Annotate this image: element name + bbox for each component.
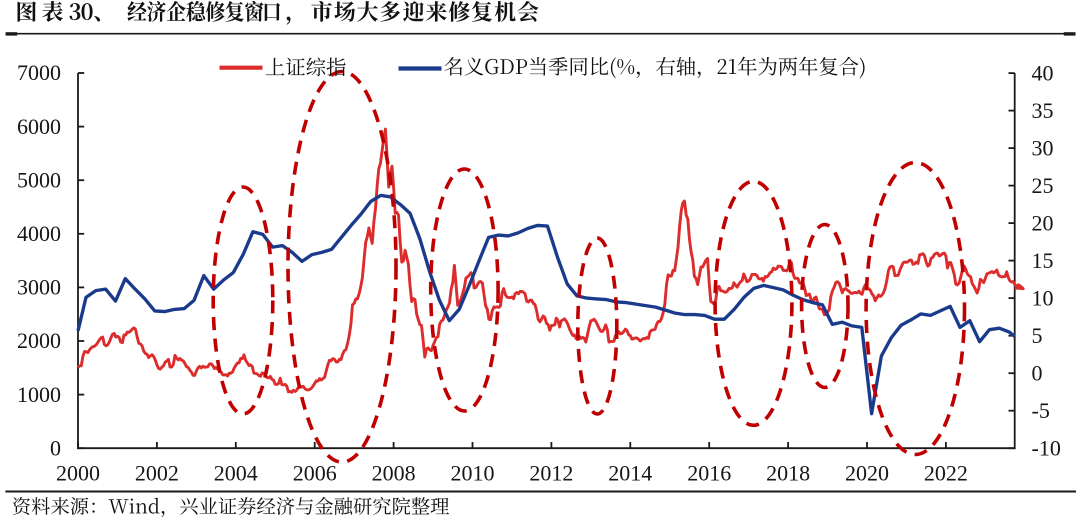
svg-text:30: 30 [1032, 135, 1054, 160]
svg-text:3000: 3000 [17, 275, 61, 300]
svg-text:2018: 2018 [766, 461, 810, 486]
svg-text:2016: 2016 [687, 461, 731, 486]
svg-text:2010: 2010 [451, 461, 495, 486]
svg-text:2022: 2022 [924, 461, 968, 486]
svg-text:10: 10 [1032, 285, 1054, 310]
svg-text:4000: 4000 [17, 221, 61, 246]
svg-text:2020: 2020 [845, 461, 889, 486]
svg-text:-10: -10 [1032, 435, 1061, 460]
svg-text:20: 20 [1032, 210, 1054, 235]
svg-text:-5: -5 [1032, 398, 1050, 423]
svg-text:7000: 7000 [17, 60, 61, 85]
svg-text:0: 0 [1032, 360, 1043, 385]
svg-text:2002: 2002 [135, 461, 179, 486]
svg-text:2004: 2004 [214, 461, 258, 486]
svg-text:2008: 2008 [372, 461, 416, 486]
svg-text:2000: 2000 [56, 461, 100, 486]
svg-text:1000: 1000 [17, 382, 61, 407]
svg-text:15: 15 [1032, 248, 1054, 273]
svg-text:2012: 2012 [529, 461, 573, 486]
svg-text:5: 5 [1032, 323, 1043, 348]
svg-text:0: 0 [50, 435, 61, 460]
svg-text:40: 40 [1032, 60, 1054, 85]
svg-text:5000: 5000 [17, 167, 61, 192]
svg-text:2000: 2000 [17, 328, 61, 353]
svg-text:25: 25 [1032, 173, 1054, 198]
svg-text:2006: 2006 [293, 461, 337, 486]
svg-text:2014: 2014 [608, 461, 652, 486]
svg-text:35: 35 [1032, 98, 1054, 123]
svg-text:6000: 6000 [17, 114, 61, 139]
